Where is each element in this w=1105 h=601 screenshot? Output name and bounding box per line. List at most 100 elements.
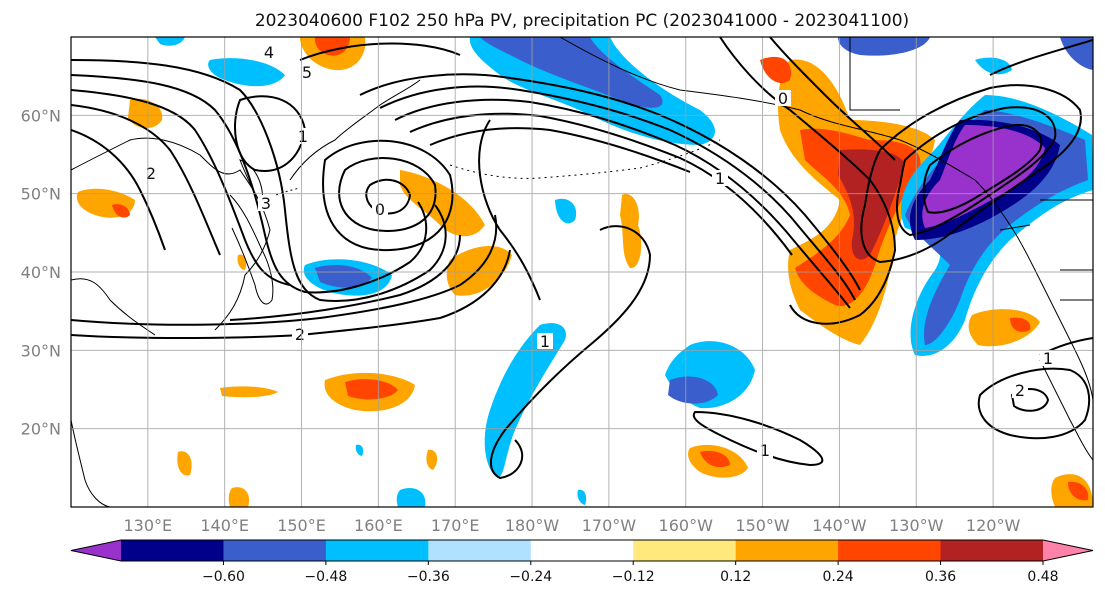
pv-contour [71, 74, 428, 294]
colorbar-tick-label: 0.24 [823, 569, 854, 585]
lat-tick-label: 30°N [21, 341, 61, 360]
colorbar-tick-label: 0.36 [925, 569, 956, 585]
colorbar-tick-label: 0.12 [720, 569, 751, 585]
pv-contour [769, 37, 896, 161]
shade-positive [1068, 481, 1089, 501]
pv-contours [71, 37, 1093, 480]
shade-positive [237, 254, 247, 270]
shade-negative [208, 58, 285, 87]
pv-contour [977, 367, 1091, 440]
pv-contour-labels: 4 5 1 2 3 0 2 1 0 1 1 2 1 [143, 43, 1056, 460]
lon-tick-label: 140°W [812, 516, 867, 535]
pv-contour [71, 89, 291, 286]
pv-contour [379, 85, 856, 301]
pv-contour [338, 157, 437, 232]
lon-tick-label: 170°W [582, 516, 637, 535]
lat-tick-label: 60°N [21, 106, 61, 125]
pv-contour [989, 39, 1093, 76]
colorbar-tick-label: −0.12 [612, 569, 655, 585]
colorbar-tick-label: −0.60 [202, 569, 245, 585]
shade-positive [128, 98, 163, 129]
shade-positive [700, 450, 730, 468]
pv-contour [71, 249, 511, 340]
pv-contour [478, 119, 541, 301]
shade-positive [426, 449, 438, 470]
map-area: 4 5 1 2 3 0 2 1 0 1 1 2 1 [71, 37, 1093, 507]
pv-contour [234, 95, 307, 172]
shade-negative [315, 265, 372, 288]
shade-negative [922, 125, 1045, 228]
precipitation-shading [76, 37, 1093, 507]
lon-tick-label: 160°E [354, 516, 403, 535]
lon-tick-label: 150°W [735, 516, 790, 535]
shade-negative [838, 37, 930, 56]
colorbar-segment [735, 540, 839, 561]
pv-label: 2 [295, 325, 305, 344]
colorbar-segment [838, 540, 942, 561]
pv-contour [71, 129, 166, 251]
shade-negative [1060, 37, 1093, 70]
pv-contour [692, 410, 824, 467]
shade-positive [1010, 317, 1031, 332]
colorbar-segment [428, 540, 532, 561]
coast-china [71, 278, 156, 336]
colorbar-segment [633, 540, 737, 561]
shade-negative [668, 376, 718, 404]
lat-tick-label: 20°N [21, 420, 61, 439]
pv-label: 5 [302, 63, 312, 82]
pv-label: 1 [540, 332, 550, 351]
colorbar-segment [223, 540, 327, 561]
colorbar-segment [121, 540, 224, 561]
colorbar-tick-label: 0.48 [1027, 569, 1058, 585]
latitude-tick-labels: 20°N 30°N 40°N 50°N 60°N [21, 106, 61, 438]
coast-baja [1039, 359, 1093, 461]
coast-japan [229, 194, 274, 305]
shade-positive [838, 149, 905, 260]
shade-positive [345, 379, 398, 400]
shade-positive [112, 204, 130, 218]
pv-label: 3 [261, 194, 271, 213]
longitude-tick-labels: 130°E 140°E 150°E 160°E 170°E 180°W 170°W 160°W… [124, 516, 1021, 535]
borders [849, 37, 1093, 301]
colorbar-tick-label: −0.36 [407, 569, 450, 585]
pv-contour [229, 234, 461, 321]
lon-tick-label: 120°W [966, 516, 1021, 535]
lat-tick-label: 50°N [21, 185, 61, 204]
pv-contour [299, 42, 461, 61]
colorbar-tick-label: −0.24 [509, 569, 552, 585]
shade-negative [480, 37, 663, 108]
shade-positive [220, 386, 278, 398]
shade-positive [620, 194, 642, 269]
pv-label: 0 [778, 89, 788, 108]
shade-positive [177, 451, 192, 476]
pv-contour [922, 123, 1043, 214]
lon-tick-label: 160°W [659, 516, 714, 535]
shade-positive [228, 487, 250, 507]
colorbar-segment [325, 540, 429, 561]
colorbar: −0.60 −0.48 −0.36 −0.24 −0.12 0.12 0.24 0.36 0.4… [70, 539, 1094, 585]
coast-kamchatka [289, 79, 421, 181]
pv-label: 4 [264, 43, 274, 62]
pv-contour [71, 104, 221, 256]
pv-contour [71, 214, 498, 326]
colorbar-extend-max [1043, 540, 1093, 561]
pv-contour [71, 59, 447, 302]
pv-label: 0 [375, 200, 385, 219]
pv-contour [394, 98, 851, 309]
coast-north-america [559, 37, 1093, 401]
graticule [71, 37, 1093, 507]
lon-tick-label: 180°W [505, 516, 560, 535]
map-frame [70, 36, 1094, 508]
pv-label: 1 [760, 441, 770, 460]
pv-contour [490, 225, 652, 480]
shade-negative [396, 487, 426, 507]
coast-aleutians [449, 139, 721, 179]
shade-positive [760, 56, 791, 84]
lon-tick-label: 170°E [431, 516, 480, 535]
map-title: 2023040600 F102 250 hPa PV, precipitatio… [255, 11, 909, 31]
shade-positive [314, 37, 350, 56]
pv-contour [429, 127, 691, 173]
lon-tick-label: 150°E [277, 516, 326, 535]
colorbar-outline [70, 539, 1094, 562]
shade-negative [355, 444, 364, 456]
